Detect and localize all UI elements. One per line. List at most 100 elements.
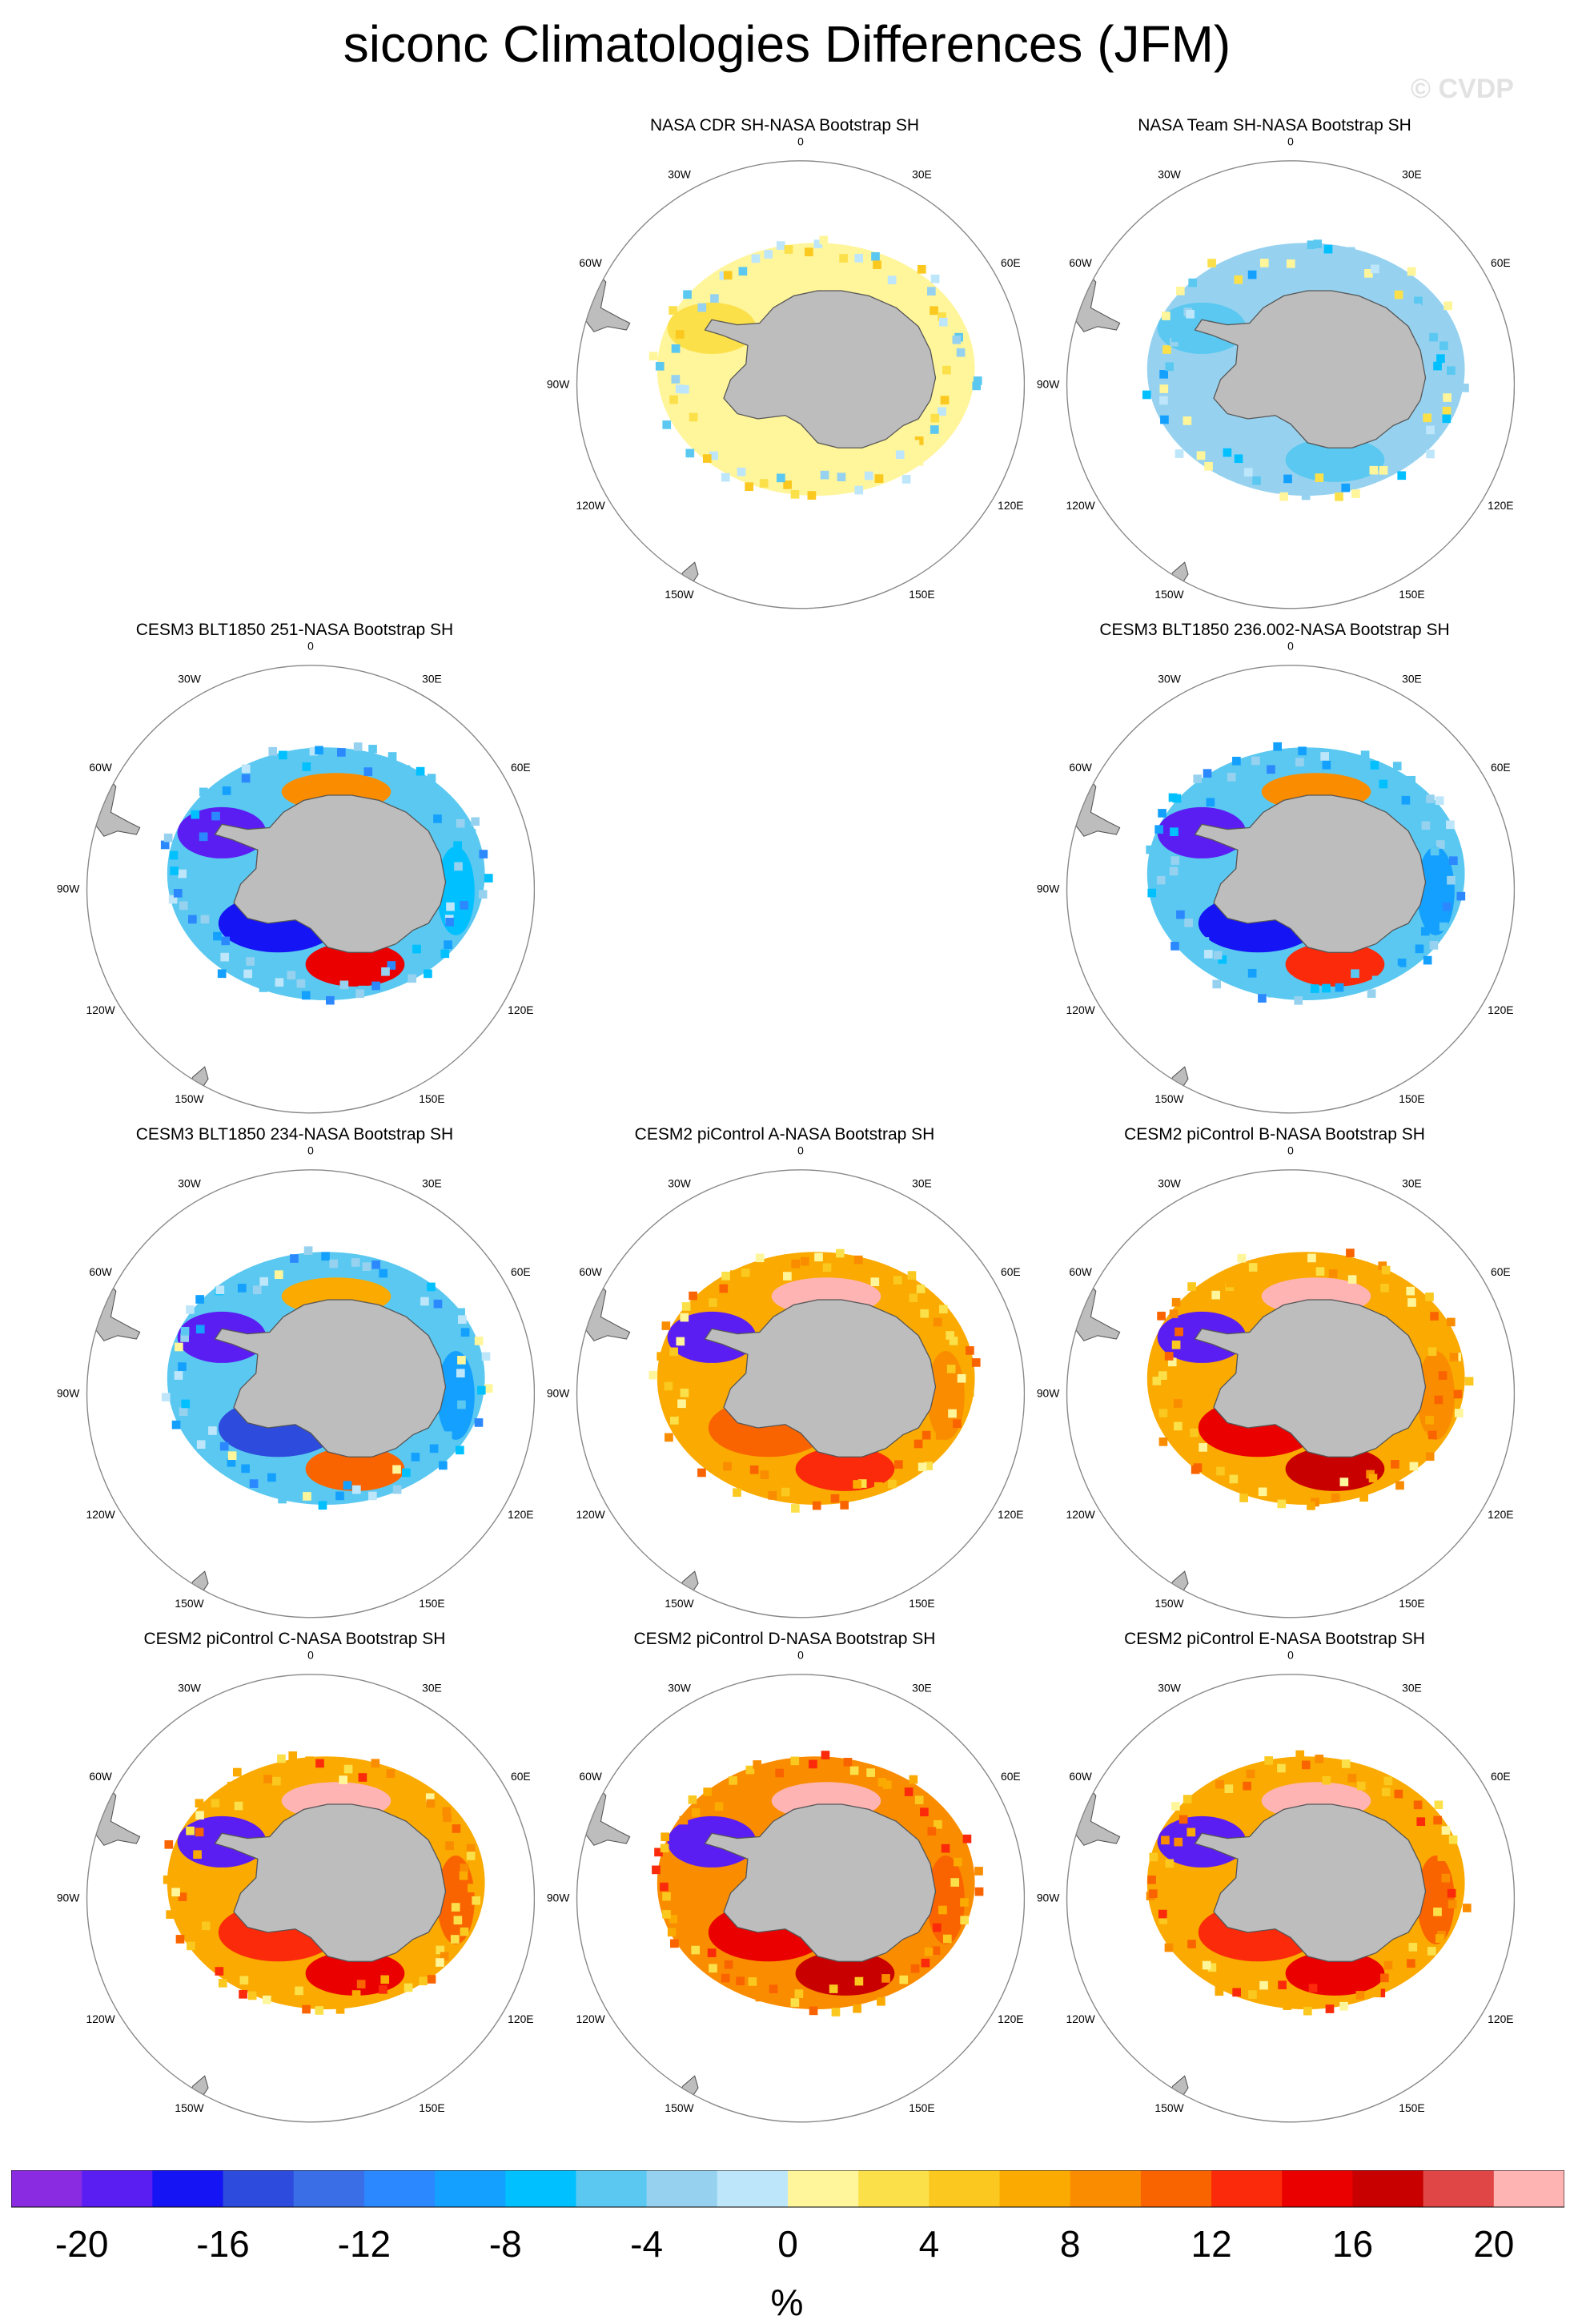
grid-cell bbox=[877, 1996, 885, 2006]
grid-cell bbox=[484, 1384, 493, 1393]
grid-cell bbox=[688, 1795, 697, 1804]
colorbar-swatch bbox=[929, 2170, 1001, 2207]
grid-cell bbox=[940, 396, 950, 404]
grid-cell bbox=[222, 786, 231, 795]
grid-cell bbox=[781, 1487, 790, 1497]
grid-cell bbox=[1258, 1487, 1267, 1497]
grid-cell bbox=[935, 1431, 945, 1440]
grid-cell bbox=[843, 1758, 853, 1767]
grid-cell bbox=[829, 1984, 838, 1993]
antarctica-landmass bbox=[1194, 290, 1427, 448]
panel-title: CESM2 piControl D-NASA Bootstrap SH bbox=[633, 1630, 936, 1648]
tasmania-landmass bbox=[479, 1575, 495, 1591]
colorbar-swatch bbox=[435, 2170, 506, 2207]
grid-cell bbox=[887, 275, 897, 284]
polar-map: 030E60E90E120E150E180150W120W90W60W30W bbox=[57, 641, 535, 1114]
grid-cell bbox=[1239, 1494, 1248, 1502]
grid-cell bbox=[371, 1759, 380, 1768]
colorbar-tick-label: 16 bbox=[1331, 2223, 1374, 2265]
grid-cell bbox=[933, 1317, 942, 1327]
grid-cell bbox=[667, 1928, 677, 1937]
map-panel: CESM2 piControl B-NASA Bootstrap SH 0 30E 6… bbox=[1034, 1125, 1515, 1622]
grid-cell bbox=[1183, 416, 1192, 425]
grid-cell bbox=[1206, 798, 1215, 807]
grid-cell bbox=[440, 1952, 449, 1961]
bias-region-east bbox=[926, 342, 965, 431]
grid-cell bbox=[195, 1799, 204, 1808]
grid-cell bbox=[1323, 244, 1333, 254]
bias-region-east bbox=[926, 1856, 965, 1944]
sea-ice-field bbox=[578, 235, 985, 603]
grid-cell bbox=[1170, 942, 1179, 951]
grid-cell bbox=[436, 1958, 444, 1967]
grid-cell bbox=[1328, 1269, 1338, 1278]
grid-cell bbox=[1434, 1800, 1444, 1810]
grid-cell bbox=[1264, 1756, 1274, 1765]
grid-cell bbox=[927, 287, 936, 296]
map-panel: CESM2 piControl D-NASA Bootstrap SH 0 30E 6… bbox=[544, 1630, 1025, 2126]
grid-cell bbox=[1322, 760, 1331, 770]
grid-cell bbox=[916, 1285, 926, 1293]
grid-cell bbox=[1169, 1309, 1178, 1318]
grid-cell bbox=[436, 1945, 445, 1955]
grid-cell bbox=[907, 1271, 917, 1280]
grid-cell bbox=[394, 1790, 404, 1799]
grid-cell bbox=[484, 874, 493, 883]
grid-cell bbox=[1427, 1347, 1437, 1357]
grid-cell bbox=[171, 1888, 180, 1897]
grid-cell bbox=[208, 1426, 217, 1435]
longitude-label: 30E bbox=[422, 1681, 442, 1694]
grid-cell bbox=[318, 1501, 327, 1510]
grid-cell bbox=[195, 1827, 204, 1837]
grid-cell bbox=[775, 1768, 785, 1778]
longitude-label: 90W bbox=[1037, 378, 1060, 391]
grid-cell bbox=[1423, 955, 1432, 965]
grid-cell bbox=[1158, 809, 1166, 818]
grid-cell bbox=[972, 381, 982, 391]
antarctica-landmass bbox=[214, 1803, 447, 1962]
grid-cell bbox=[914, 456, 924, 466]
longitude-label: 120E bbox=[1488, 499, 1513, 512]
grid-cell bbox=[661, 1321, 671, 1330]
tasmania-landmass bbox=[1459, 566, 1475, 582]
grid-cell bbox=[670, 1939, 679, 1948]
longitude-label: 30W bbox=[668, 1176, 691, 1189]
map-panel: CESM2 piControl E-NASA Bootstrap SH 0 30E 6… bbox=[1034, 1630, 1515, 2126]
colorbar-swatch bbox=[1282, 2170, 1353, 2207]
grid-cell bbox=[671, 344, 681, 353]
grid-cell bbox=[429, 1444, 439, 1454]
grid-cell bbox=[753, 1760, 762, 1769]
grid-cell bbox=[1307, 1501, 1315, 1510]
grid-cell bbox=[1207, 1786, 1216, 1795]
grid-cell bbox=[1443, 393, 1452, 402]
map-boundary bbox=[1066, 1169, 1515, 1618]
grid-cell bbox=[220, 952, 230, 962]
grid-cell bbox=[1191, 1465, 1200, 1474]
bias-region-east bbox=[436, 1351, 475, 1440]
grid-cell bbox=[392, 1465, 401, 1474]
grid-cell bbox=[1202, 1960, 1211, 1970]
longitude-label: 30W bbox=[1158, 1681, 1181, 1694]
grid-cell bbox=[1164, 1943, 1174, 1952]
grid-cell bbox=[1154, 895, 1164, 904]
grid-cell bbox=[881, 1974, 890, 1983]
tasmania-landmass bbox=[479, 1071, 495, 1087]
longitude-label: 150W bbox=[665, 588, 694, 601]
grid-cell bbox=[420, 1297, 429, 1306]
grid-cell bbox=[652, 1865, 661, 1875]
grid-cell bbox=[416, 1785, 424, 1794]
grid-cell bbox=[710, 1461, 719, 1470]
tasmania-landmass bbox=[969, 2080, 985, 2096]
grid-cell bbox=[1425, 1415, 1434, 1425]
sea-ice-field bbox=[88, 1751, 495, 2117]
grid-cell bbox=[1171, 1297, 1181, 1307]
grid-cell bbox=[1174, 1421, 1183, 1431]
grid-cell bbox=[809, 1759, 817, 1769]
grid-cell bbox=[1426, 449, 1435, 459]
grid-cell bbox=[1248, 1263, 1258, 1272]
longitude-label: 150W bbox=[1154, 2101, 1184, 2114]
grid-cell bbox=[662, 1892, 671, 1901]
grid-cell bbox=[259, 983, 268, 992]
colorbar-swatch bbox=[223, 2170, 295, 2207]
grid-cell bbox=[1243, 1781, 1252, 1791]
